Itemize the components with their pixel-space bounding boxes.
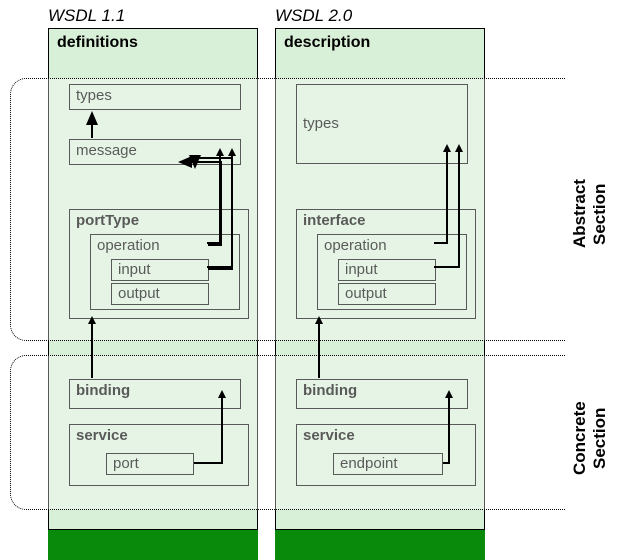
left-operation-label: operation bbox=[91, 235, 239, 254]
right-output-label: output bbox=[339, 284, 435, 302]
left-message-label: message bbox=[70, 140, 240, 159]
diagram-canvas: WSDL 1.1 WSDL 2.0 definitions types mess… bbox=[0, 0, 632, 560]
left-binding-box: binding bbox=[69, 379, 241, 409]
left-operation-box: operation input output bbox=[90, 234, 240, 310]
title-left: WSDL 1.1 bbox=[48, 6, 125, 26]
left-porttype-label: portType bbox=[70, 210, 248, 229]
title-right: WSDL 2.0 bbox=[275, 6, 352, 26]
left-input-label: input bbox=[112, 260, 208, 278]
bottom-bar-left bbox=[48, 530, 258, 560]
left-binding-label: binding bbox=[70, 380, 240, 399]
right-input-label: input bbox=[339, 260, 435, 278]
right-operation-box: operation input output bbox=[317, 234, 467, 310]
right-input-box: input bbox=[338, 259, 436, 281]
left-types-box: types bbox=[69, 84, 241, 110]
left-output-box: output bbox=[111, 283, 209, 305]
left-port-label: port bbox=[107, 454, 193, 472]
right-operation-label: operation bbox=[318, 235, 466, 254]
left-port-box: port bbox=[106, 453, 194, 475]
right-root-label: description bbox=[284, 34, 370, 52]
column-right: description types interface operation in… bbox=[275, 28, 485, 530]
column-left: definitions types message portType opera… bbox=[48, 28, 258, 530]
right-types-label: types bbox=[297, 85, 467, 132]
left-message-box: message bbox=[69, 139, 241, 165]
left-input-box: input bbox=[111, 259, 209, 281]
right-binding-label: binding bbox=[297, 380, 467, 399]
left-output-label: output bbox=[112, 284, 208, 302]
left-service-box: service port bbox=[69, 424, 249, 486]
right-interface-box: interface operation input output bbox=[296, 209, 476, 319]
left-porttype-box: portType operation input output bbox=[69, 209, 249, 319]
concrete-section-label: Concrete Section bbox=[570, 368, 610, 508]
right-endpoint-label: endpoint bbox=[334, 454, 442, 472]
right-binding-box: binding bbox=[296, 379, 468, 409]
bottom-bar-right bbox=[275, 530, 485, 560]
right-service-label: service bbox=[297, 425, 475, 444]
right-types-box: types bbox=[296, 84, 468, 164]
right-endpoint-box: endpoint bbox=[333, 453, 443, 475]
abstract-section-label: Abstract Section bbox=[570, 144, 610, 284]
right-output-box: output bbox=[338, 283, 436, 305]
left-types-label: types bbox=[70, 85, 240, 104]
left-service-label: service bbox=[70, 425, 248, 444]
right-service-box: service endpoint bbox=[296, 424, 476, 486]
left-root-label: definitions bbox=[57, 34, 138, 52]
right-interface-label: interface bbox=[297, 210, 475, 229]
